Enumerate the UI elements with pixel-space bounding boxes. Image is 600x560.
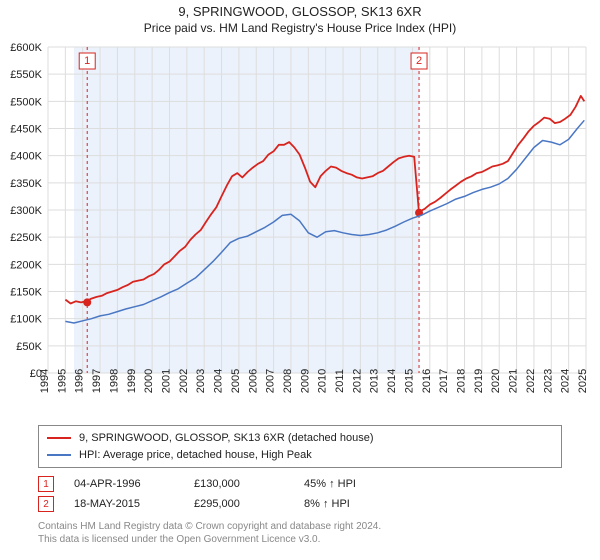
- svg-text:2000: 2000: [143, 369, 155, 393]
- svg-text:2025: 2025: [577, 369, 589, 393]
- svg-text:2020: 2020: [490, 369, 502, 393]
- svg-text:2023: 2023: [542, 369, 554, 393]
- chart-title: 9, SPRINGWOOD, GLOSSOP, SK13 6XR: [0, 0, 600, 19]
- table-row: 2 18-MAY-2015 £295,000 8% ↑ HPI: [38, 494, 562, 514]
- svg-text:1997: 1997: [91, 369, 103, 393]
- footnote: Contains HM Land Registry data © Crown c…: [38, 520, 562, 546]
- svg-text:2014: 2014: [386, 369, 398, 393]
- svg-text:£50K: £50K: [16, 341, 42, 353]
- svg-text:£450K: £450K: [10, 124, 42, 136]
- svg-text:£100K: £100K: [10, 314, 42, 326]
- svg-text:1994: 1994: [39, 369, 51, 393]
- svg-text:2021: 2021: [508, 369, 520, 393]
- transaction-price: £295,000: [194, 498, 284, 510]
- svg-text:£350K: £350K: [10, 178, 42, 190]
- chart-subtitle: Price paid vs. HM Land Registry's House …: [0, 19, 600, 39]
- svg-text:1998: 1998: [108, 369, 120, 393]
- svg-text:2001: 2001: [160, 369, 172, 393]
- chart-svg: £0£50K£100K£150K£200K£250K£300K£350K£400…: [0, 39, 600, 419]
- svg-text:2017: 2017: [438, 369, 450, 393]
- chart-area: £0£50K£100K£150K£200K£250K£300K£350K£400…: [0, 39, 600, 419]
- transaction-hpi: 45% ↑ HPI: [304, 478, 404, 490]
- svg-text:£600K: £600K: [10, 42, 42, 54]
- svg-text:2015: 2015: [403, 369, 415, 393]
- svg-text:1995: 1995: [56, 369, 68, 393]
- svg-text:2011: 2011: [334, 369, 346, 393]
- svg-text:£200K: £200K: [10, 259, 42, 271]
- transaction-hpi: 8% ↑ HPI: [304, 498, 404, 510]
- svg-text:£400K: £400K: [10, 151, 42, 163]
- svg-text:2012: 2012: [351, 369, 363, 393]
- legend: 9, SPRINGWOOD, GLOSSOP, SK13 6XR (detach…: [38, 425, 562, 468]
- svg-text:2016: 2016: [421, 369, 433, 393]
- footnote-line: This data is licensed under the Open Gov…: [38, 533, 562, 546]
- svg-text:£500K: £500K: [10, 96, 42, 108]
- svg-text:£150K: £150K: [10, 287, 42, 299]
- legend-swatch-icon: [47, 437, 71, 439]
- footnote-line: Contains HM Land Registry data © Crown c…: [38, 520, 562, 533]
- svg-text:2005: 2005: [230, 369, 242, 393]
- transaction-marker-icon: 1: [38, 476, 54, 492]
- svg-text:1999: 1999: [126, 369, 138, 393]
- svg-text:2004: 2004: [213, 369, 225, 393]
- legend-swatch-icon: [47, 454, 71, 456]
- svg-text:£250K: £250K: [10, 232, 42, 244]
- svg-text:£550K: £550K: [10, 69, 42, 81]
- svg-text:2003: 2003: [195, 369, 207, 393]
- table-row: 1 04-APR-1996 £130,000 45% ↑ HPI: [38, 474, 562, 494]
- svg-text:2008: 2008: [282, 369, 294, 393]
- svg-text:1996: 1996: [74, 369, 86, 393]
- transaction-price: £130,000: [194, 478, 284, 490]
- legend-item: HPI: Average price, detached house, High…: [47, 447, 553, 464]
- svg-text:2002: 2002: [178, 369, 190, 393]
- legend-label: HPI: Average price, detached house, High…: [79, 447, 312, 464]
- svg-text:2013: 2013: [369, 369, 381, 393]
- svg-text:2010: 2010: [317, 369, 329, 393]
- svg-text:2018: 2018: [456, 369, 468, 393]
- svg-text:1: 1: [84, 55, 90, 67]
- svg-text:2: 2: [416, 55, 422, 67]
- svg-text:2022: 2022: [525, 369, 537, 393]
- svg-text:2019: 2019: [473, 369, 485, 393]
- transaction-date: 04-APR-1996: [74, 478, 174, 490]
- svg-text:2006: 2006: [247, 369, 259, 393]
- svg-text:2007: 2007: [265, 369, 277, 393]
- svg-text:£300K: £300K: [10, 205, 42, 217]
- transaction-marker-icon: 2: [38, 496, 54, 512]
- transaction-date: 18-MAY-2015: [74, 498, 174, 510]
- legend-item: 9, SPRINGWOOD, GLOSSOP, SK13 6XR (detach…: [47, 430, 553, 447]
- svg-text:2009: 2009: [299, 369, 311, 393]
- svg-text:2024: 2024: [560, 369, 572, 393]
- transaction-table: 1 04-APR-1996 £130,000 45% ↑ HPI 2 18-MA…: [38, 474, 562, 514]
- legend-label: 9, SPRINGWOOD, GLOSSOP, SK13 6XR (detach…: [79, 430, 373, 447]
